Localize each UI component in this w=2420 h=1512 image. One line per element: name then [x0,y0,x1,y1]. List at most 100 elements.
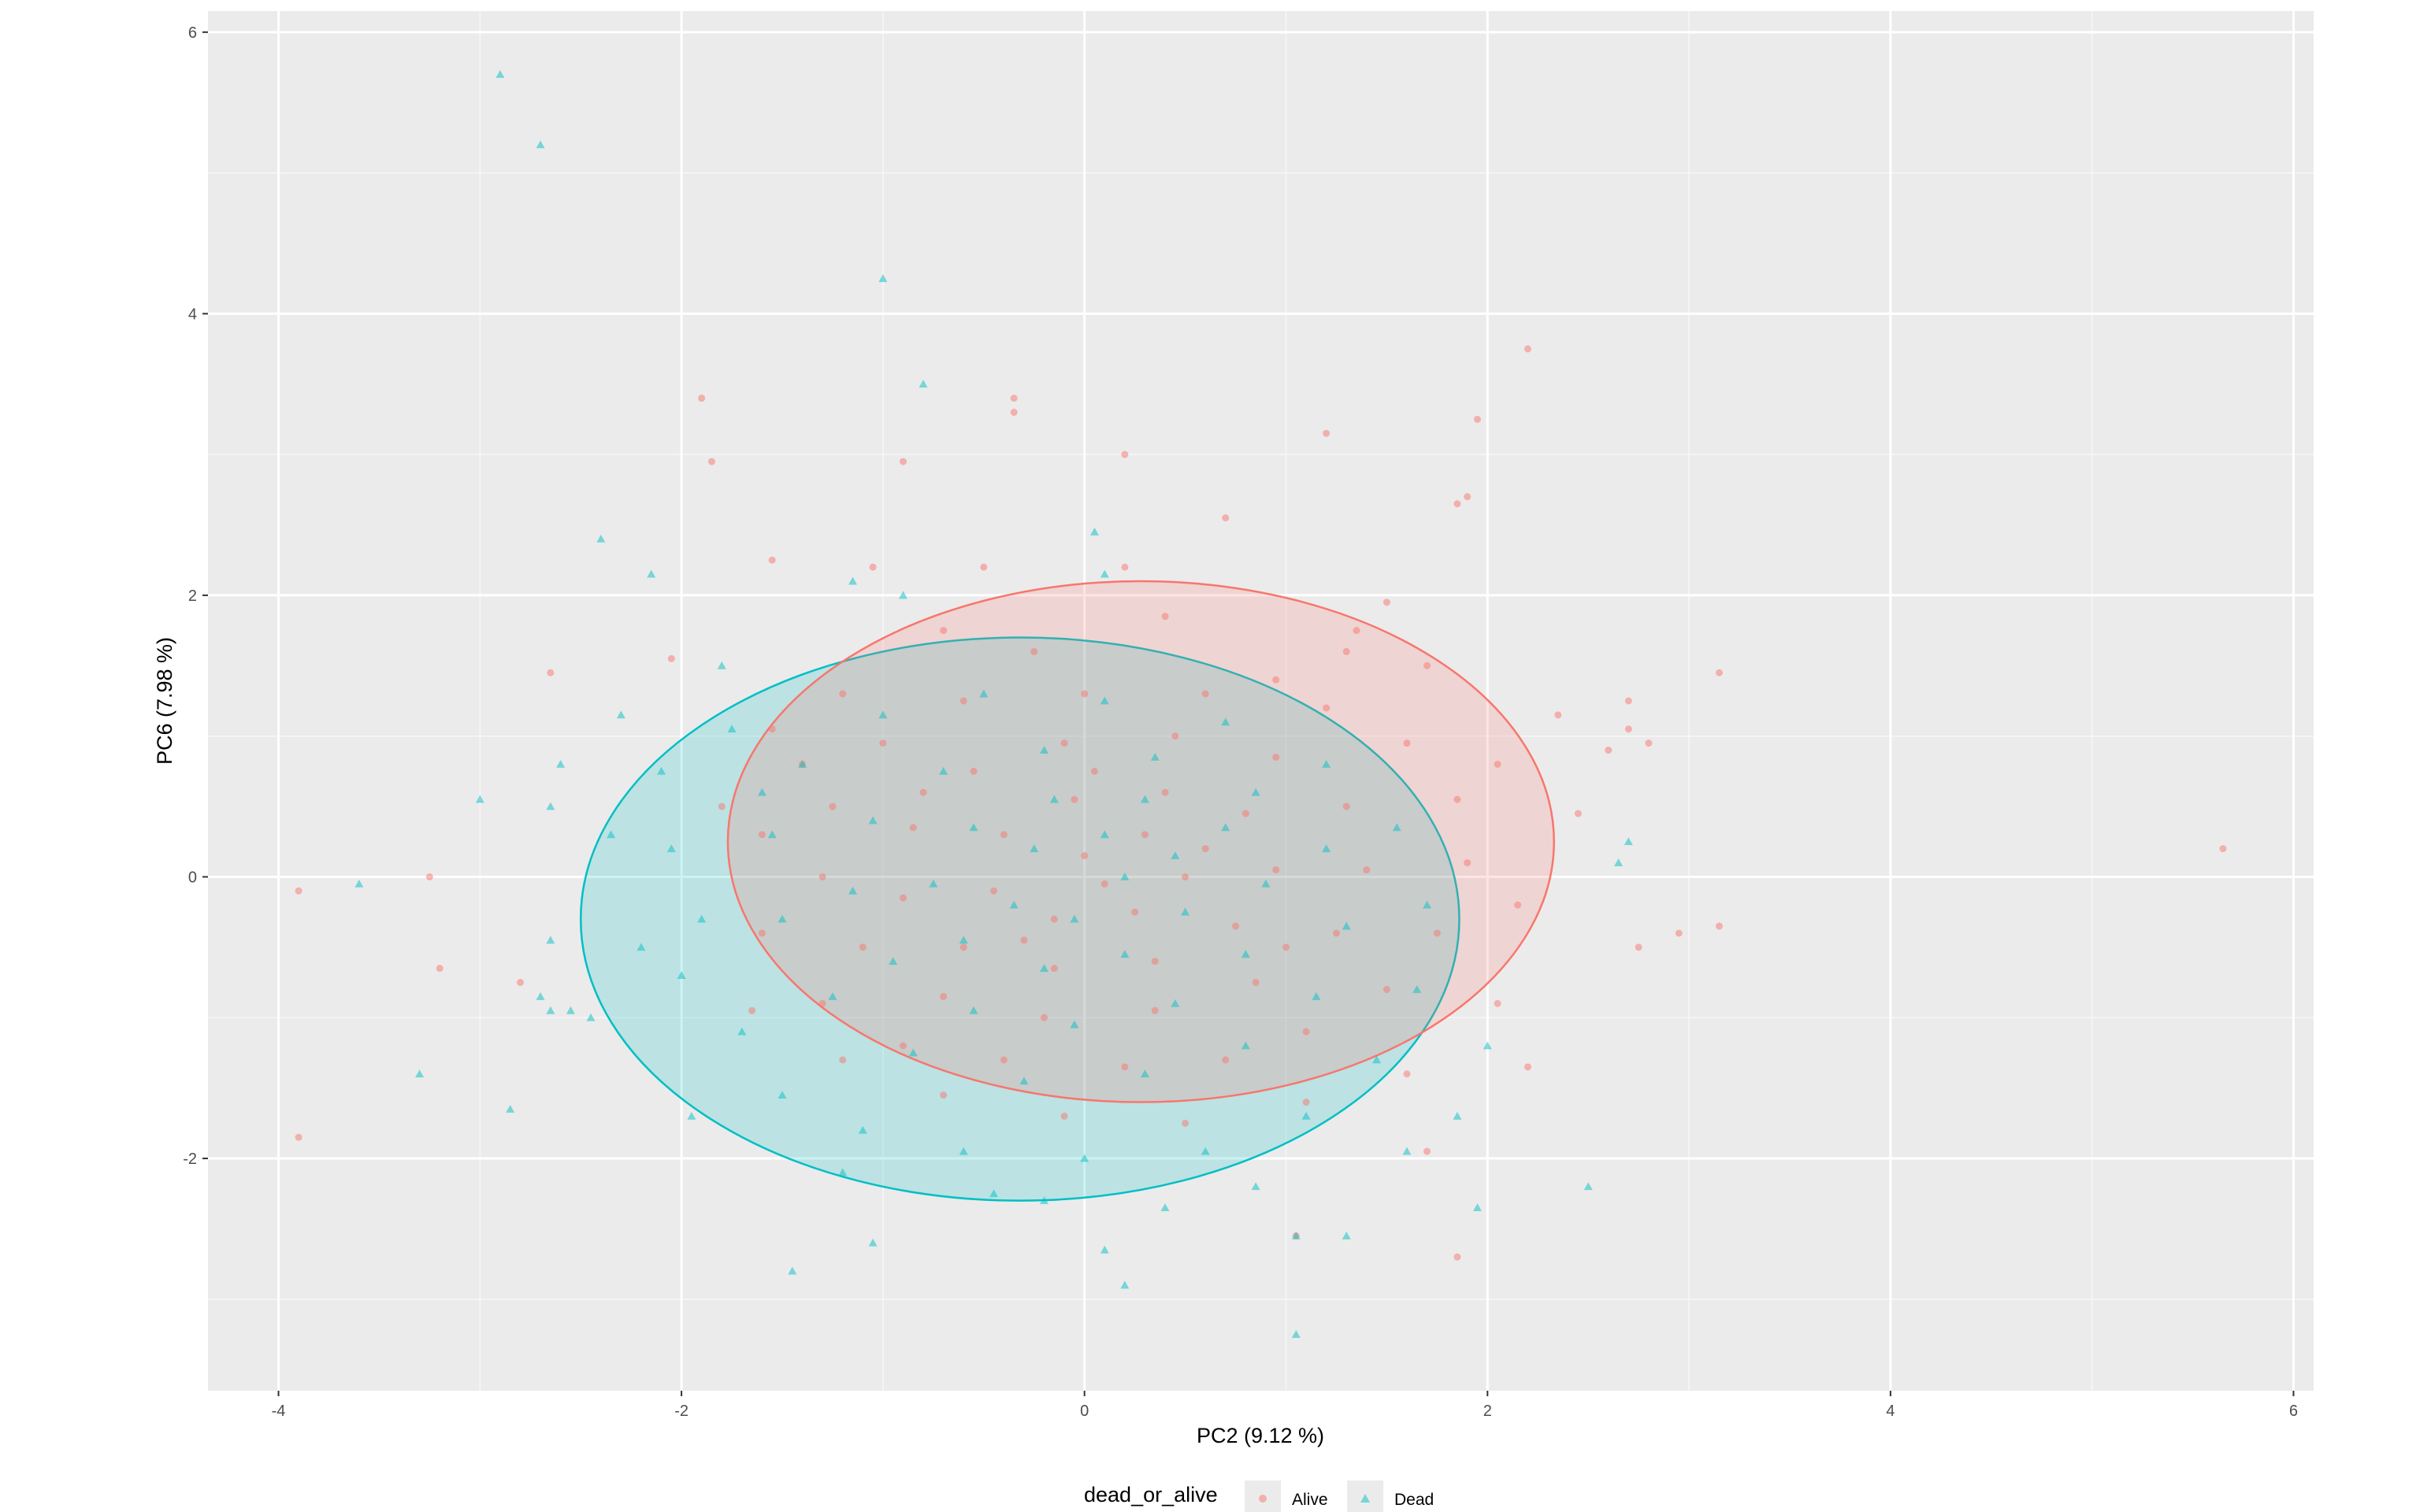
point-alive [899,1042,907,1050]
point-dead [788,1266,797,1275]
point-alive [1464,493,1472,501]
point-dead [868,1238,878,1247]
point-dead [1372,1055,1382,1064]
point-alive [1081,852,1089,860]
point-alive [1423,662,1431,669]
point-alive [829,802,837,810]
point-dead [546,1006,555,1014]
point-dead [1583,1182,1593,1191]
point-alive [1332,929,1340,937]
point-dead [1140,795,1149,803]
point-alive [940,992,948,1000]
point-alive [1715,922,1723,930]
point-dead [1100,569,1109,578]
point-alive [1323,429,1331,437]
point-dead [1089,527,1099,536]
point-alive [1000,831,1008,839]
point-dead [1251,788,1260,796]
point-dead [1423,900,1432,909]
point-dead [1009,900,1019,909]
plot-panel [208,11,2314,1391]
point-alive [1494,760,1501,768]
point-alive [919,788,927,796]
point-alive [768,725,776,733]
point-dead [637,943,646,951]
point-alive [1201,690,1209,698]
point-alive [879,739,887,747]
point-alive [1272,866,1280,874]
x-tick-label: -2 [674,1403,689,1420]
point-alive [547,669,555,676]
point-alive [1453,795,1461,803]
point-dead [959,1147,968,1155]
point-dead [1181,907,1190,916]
point-alive [1423,1147,1431,1155]
point-dead [1140,1069,1149,1078]
point-dead [1100,830,1109,839]
point-dead [798,759,807,768]
point-dead [1201,1147,1210,1155]
point-alive [940,1091,948,1099]
point-dead [1160,1203,1170,1211]
point-dead [778,914,787,923]
point-alive [1010,409,1018,417]
point-dead [546,936,555,944]
point-dead [979,689,989,698]
ellipse-alive [726,580,1555,1103]
point-dead [929,879,938,888]
point-alive [1323,704,1331,712]
point-alive [1473,415,1481,423]
point-dead [1241,950,1250,958]
point-alive [758,929,766,937]
point-alive [1121,450,1129,458]
point-alive [1222,1056,1230,1064]
point-dead [1040,746,1049,754]
legend: dead_or_alive Alive Dead [1084,1480,1434,1512]
point-alive [1403,1070,1411,1078]
point-alive [1101,880,1108,888]
point-dead [697,914,707,923]
point-dead [1291,1329,1301,1338]
minor-gridlines [208,11,2314,1391]
ellipse-dead [579,636,1461,1202]
point-alive [940,627,948,635]
point-alive [1554,711,1562,719]
point-dead [506,1104,515,1113]
point-alive [818,873,826,880]
point-dead [1100,696,1109,705]
point-dead [1120,872,1130,880]
point-alive [1050,965,1058,973]
point-alive [1041,1014,1049,1021]
point-alive [748,1006,756,1014]
point-dead [1402,1147,1412,1155]
point-dead [496,69,505,78]
y-axis-title: PC6 (7.98 %) [153,637,176,765]
point-alive [1494,999,1501,1007]
x-tick-label: 4 [1886,1403,1895,1420]
x-axis-ticks: -4 -2 0 2 4 6 [272,1391,2298,1420]
x-tick-label: 6 [2289,1403,2298,1420]
point-dead [828,991,837,1000]
point-alive [425,873,433,880]
point-dead [1322,844,1331,853]
point-dead [767,830,777,839]
point-alive [1272,754,1280,762]
point-alive [839,690,847,698]
point-dead [878,274,888,283]
point-alive [1010,395,1018,402]
point-alive [295,887,302,895]
point-dead [1392,823,1401,832]
point-alive [718,802,726,810]
point-dead [717,661,726,669]
legend-title: dead_or_alive [1084,1483,1218,1506]
point-alive [516,979,524,987]
point-alive [1171,732,1179,740]
point-alive [1363,866,1371,874]
x-tick-label: 0 [1080,1403,1089,1420]
point-dead [737,1027,747,1036]
point-dead [919,380,928,388]
point-alive [1403,739,1411,747]
point-dead [868,816,878,825]
point-alive [1151,1006,1159,1014]
point-alive [1302,1099,1310,1106]
